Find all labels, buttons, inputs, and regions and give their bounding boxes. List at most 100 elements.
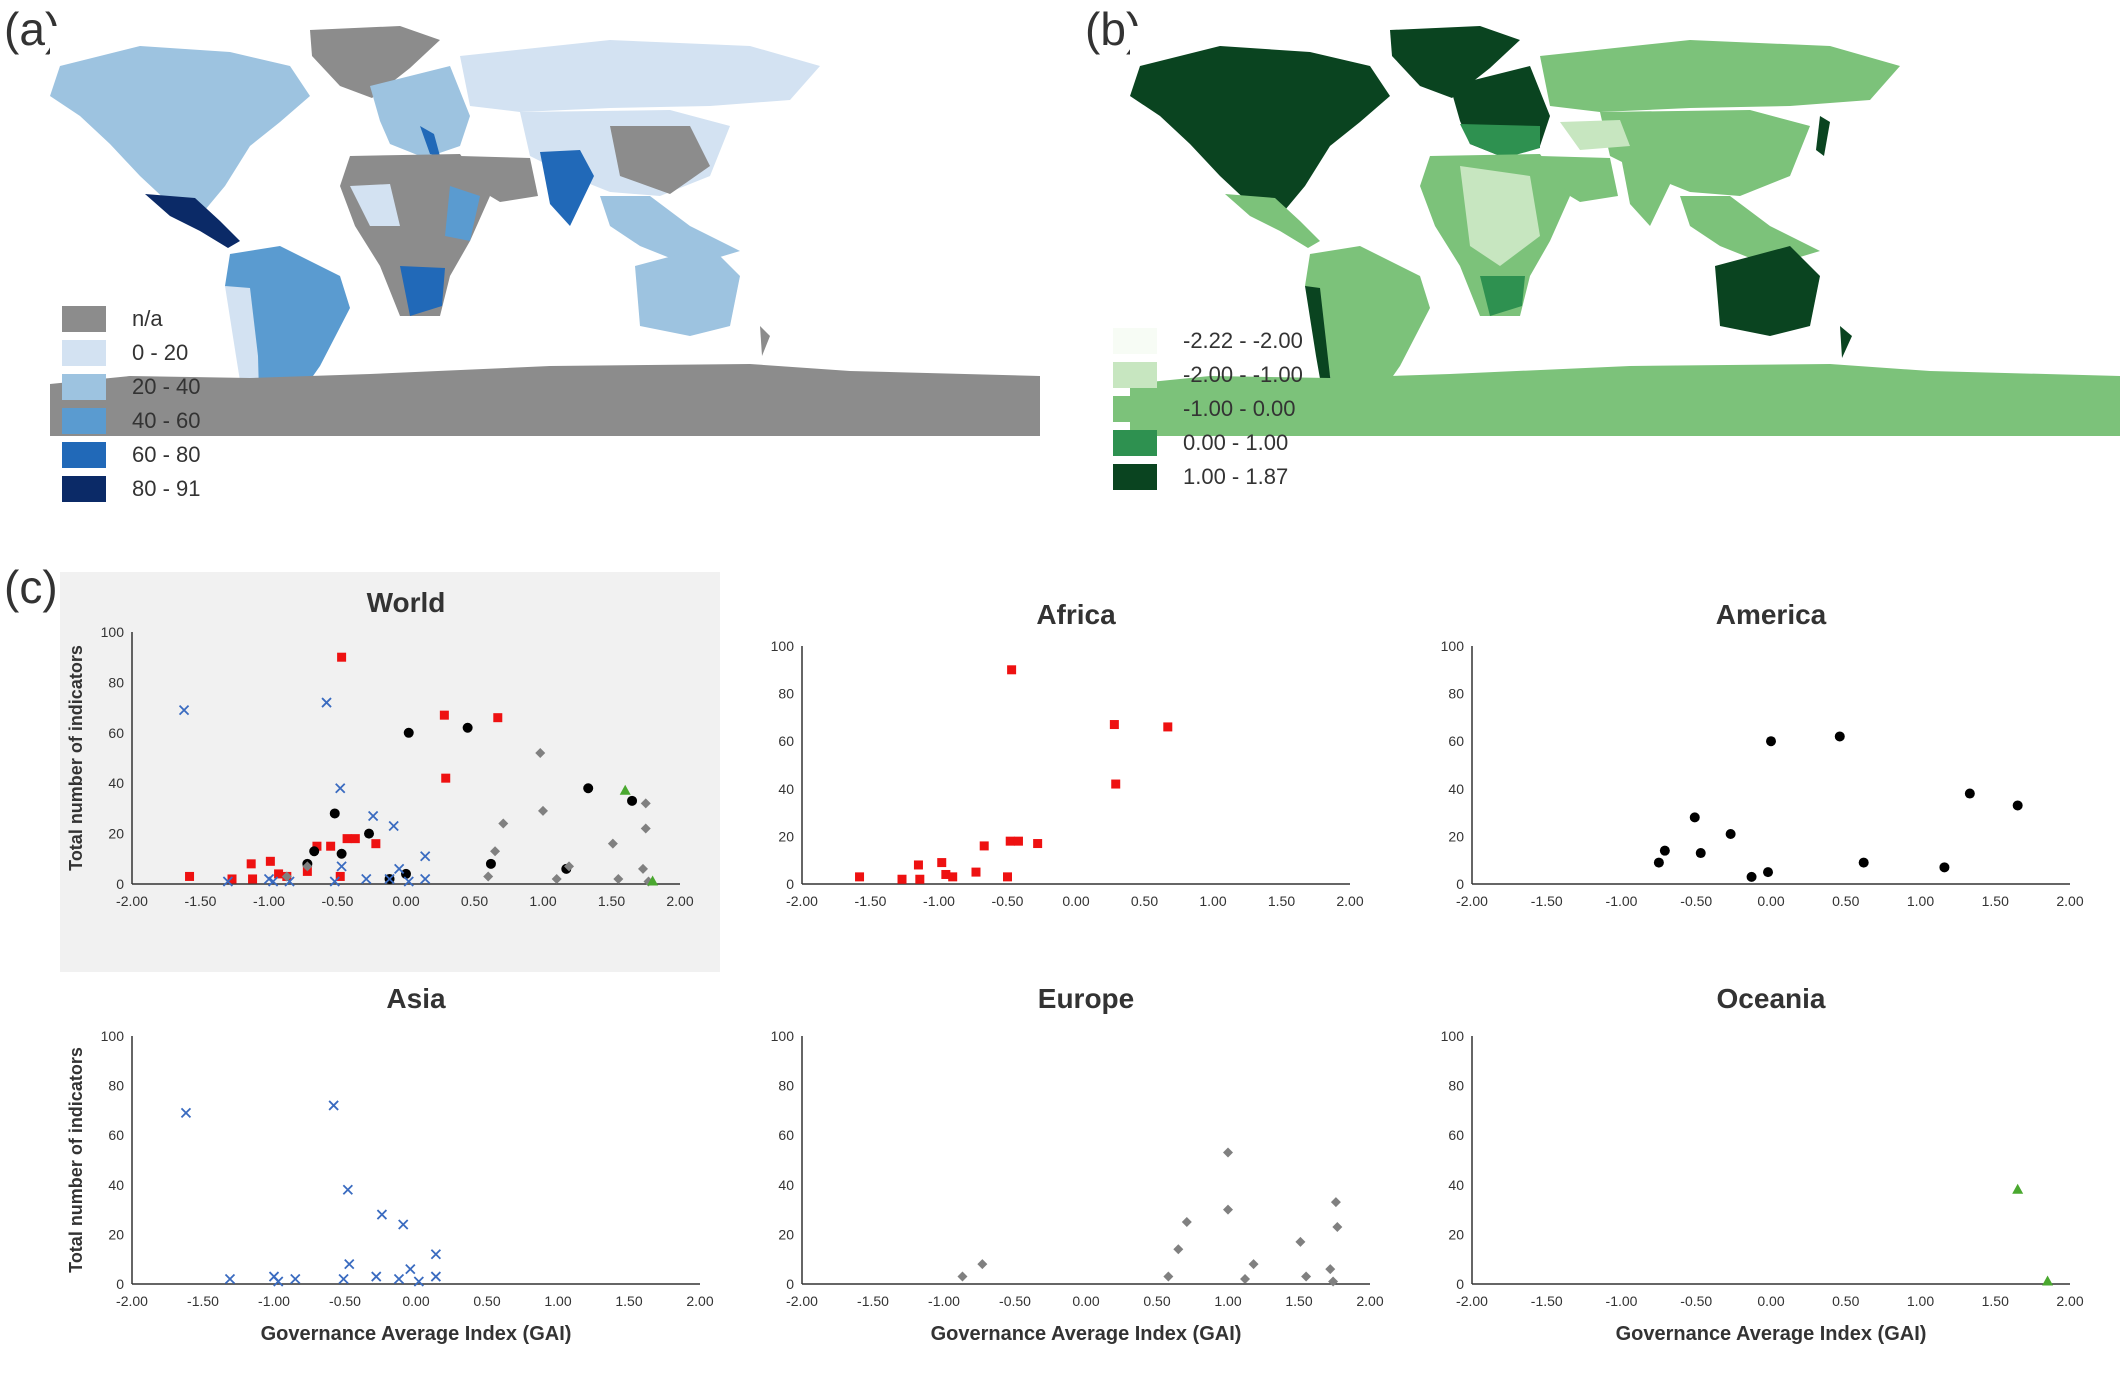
x-tick-label: -1.50 — [185, 893, 217, 909]
data-point-asia — [335, 783, 346, 794]
y-tick-label: 80 — [108, 674, 124, 690]
data-point-america — [329, 808, 340, 819]
y-tick-label: 40 — [108, 775, 124, 791]
x-tick-label: 1.00 — [1907, 893, 1934, 909]
data-point-africa — [1007, 665, 1017, 675]
data-point-america — [1725, 829, 1736, 840]
y-tick-label: 80 — [778, 686, 794, 702]
map-b-antarctica — [1130, 364, 2120, 436]
data-point-asia — [342, 1184, 353, 1195]
data-point-africa — [439, 710, 449, 720]
data-point-asia — [405, 1263, 416, 1275]
data-point-america — [1858, 857, 1869, 868]
data-point-america — [1766, 736, 1776, 747]
data-point-america — [1763, 867, 1774, 878]
data-point-africa — [326, 841, 336, 851]
data-point-africa — [246, 859, 256, 869]
x-tick-label: 0.50 — [473, 1293, 500, 1309]
y-tick-label: 60 — [1448, 733, 1464, 749]
y-tick-label: 0 — [1456, 1276, 1464, 1292]
data-point-oceania — [647, 875, 659, 886]
map-a-greenland — [310, 26, 440, 98]
x-tick-label: -2.00 — [1456, 1293, 1488, 1309]
y-tick-label: 40 — [1448, 1177, 1464, 1193]
legend-b-swatch — [1113, 464, 1157, 490]
y-tick-label: 100 — [101, 1028, 125, 1044]
legend-b-swatch — [1113, 430, 1157, 456]
data-point-africa — [1005, 836, 1015, 846]
x-tick-label: 0.00 — [1072, 1293, 1099, 1309]
data-point-asia — [344, 1259, 355, 1270]
data-point-america — [1746, 871, 1757, 882]
x-tick-label: 1.00 — [1907, 1293, 1934, 1309]
y-tick-label: 80 — [778, 1078, 794, 1094]
data-point-europe — [1301, 1271, 1312, 1282]
data-point-america — [583, 783, 594, 794]
data-point-europe — [281, 871, 292, 882]
data-point-africa — [979, 841, 989, 851]
data-point-africa — [1109, 720, 1119, 730]
x-tick-label: 1.50 — [615, 1293, 642, 1309]
data-point-europe — [498, 818, 509, 829]
data-point-africa — [227, 874, 237, 884]
data-point-asia — [420, 873, 431, 885]
world-map-a — [50, 26, 1040, 556]
data-point-europe — [640, 798, 651, 809]
data-point-asia — [336, 861, 347, 872]
x-tick-label: 0.00 — [402, 1293, 429, 1309]
data-point-africa — [855, 872, 865, 882]
x-tick-label: -2.00 — [1456, 893, 1488, 909]
data-point-europe — [1181, 1217, 1192, 1227]
y-tick-label: 80 — [1448, 1078, 1464, 1094]
data-point-america — [485, 858, 496, 869]
x-tick-label: -1.50 — [187, 1293, 219, 1309]
x-tick-label: 0.50 — [461, 893, 488, 909]
data-point-asia — [267, 876, 279, 887]
data-point-asia — [430, 1271, 442, 1282]
legend-b-row: -2.00 - -1.00 — [1113, 358, 1303, 392]
x-tick-label: 2.00 — [1336, 893, 1363, 909]
x-tick-label: -0.50 — [329, 1293, 361, 1309]
data-point-asia — [180, 1107, 192, 1119]
x-tick-label: -1.00 — [258, 1293, 290, 1309]
x-tick-label: -1.00 — [928, 1293, 960, 1309]
legend-a-row: 80 - 91 — [62, 472, 201, 506]
x-tick-label: 0.50 — [1143, 1293, 1170, 1309]
chart-title: World — [367, 587, 446, 618]
data-point-oceania — [2012, 1183, 2024, 1194]
x-tick-label: 1.50 — [1285, 1293, 1312, 1309]
y-tick-label: 40 — [778, 1177, 794, 1193]
y-tick-label: 20 — [1448, 828, 1464, 844]
chart-title: Oceania — [1717, 983, 1826, 1014]
x-tick-label: 1.00 — [544, 1293, 571, 1309]
chart-title: America — [1716, 599, 1827, 630]
x-axis-label: Governance Average Index (GAI) — [261, 1323, 572, 1345]
map-b-africa-center — [1460, 166, 1540, 266]
map-a-mexico — [145, 194, 240, 248]
data-point-africa — [441, 773, 451, 783]
legend-a-swatch — [62, 306, 106, 332]
data-point-europe — [490, 846, 501, 857]
y-tick-label: 20 — [778, 1226, 794, 1242]
data-point-africa — [342, 834, 352, 844]
data-point-europe — [551, 873, 562, 884]
map-b-greenland — [1390, 26, 1520, 98]
panel-label-c: (c) — [4, 561, 58, 613]
chart-background — [60, 572, 720, 972]
x-tick-label: -1.50 — [857, 1293, 889, 1309]
map-a-africa-south — [400, 266, 445, 316]
x-tick-label: 2.00 — [2056, 893, 2083, 909]
x-tick-label: 2.00 — [666, 893, 693, 909]
scatter-chart-america: America -2.00 -1.50 -1.00 -0.50 0.00 0.50 1.00 1… — [1441, 599, 2084, 909]
x-tick-label: 1.00 — [1214, 1293, 1241, 1309]
data-point-asia — [371, 1271, 382, 1282]
legend-b-row: 0.00 - 1.00 — [1113, 426, 1303, 460]
legend-b-row: 1.00 - 1.87 — [1113, 460, 1303, 494]
data-point-america — [1695, 848, 1706, 859]
map-b-north-america — [1130, 46, 1390, 216]
y-tick-label: 60 — [108, 1127, 124, 1143]
y-tick-label: 80 — [1448, 686, 1464, 702]
data-point-asia — [361, 873, 372, 885]
data-point-europe — [1223, 1147, 1233, 1158]
data-point-africa — [274, 869, 284, 879]
